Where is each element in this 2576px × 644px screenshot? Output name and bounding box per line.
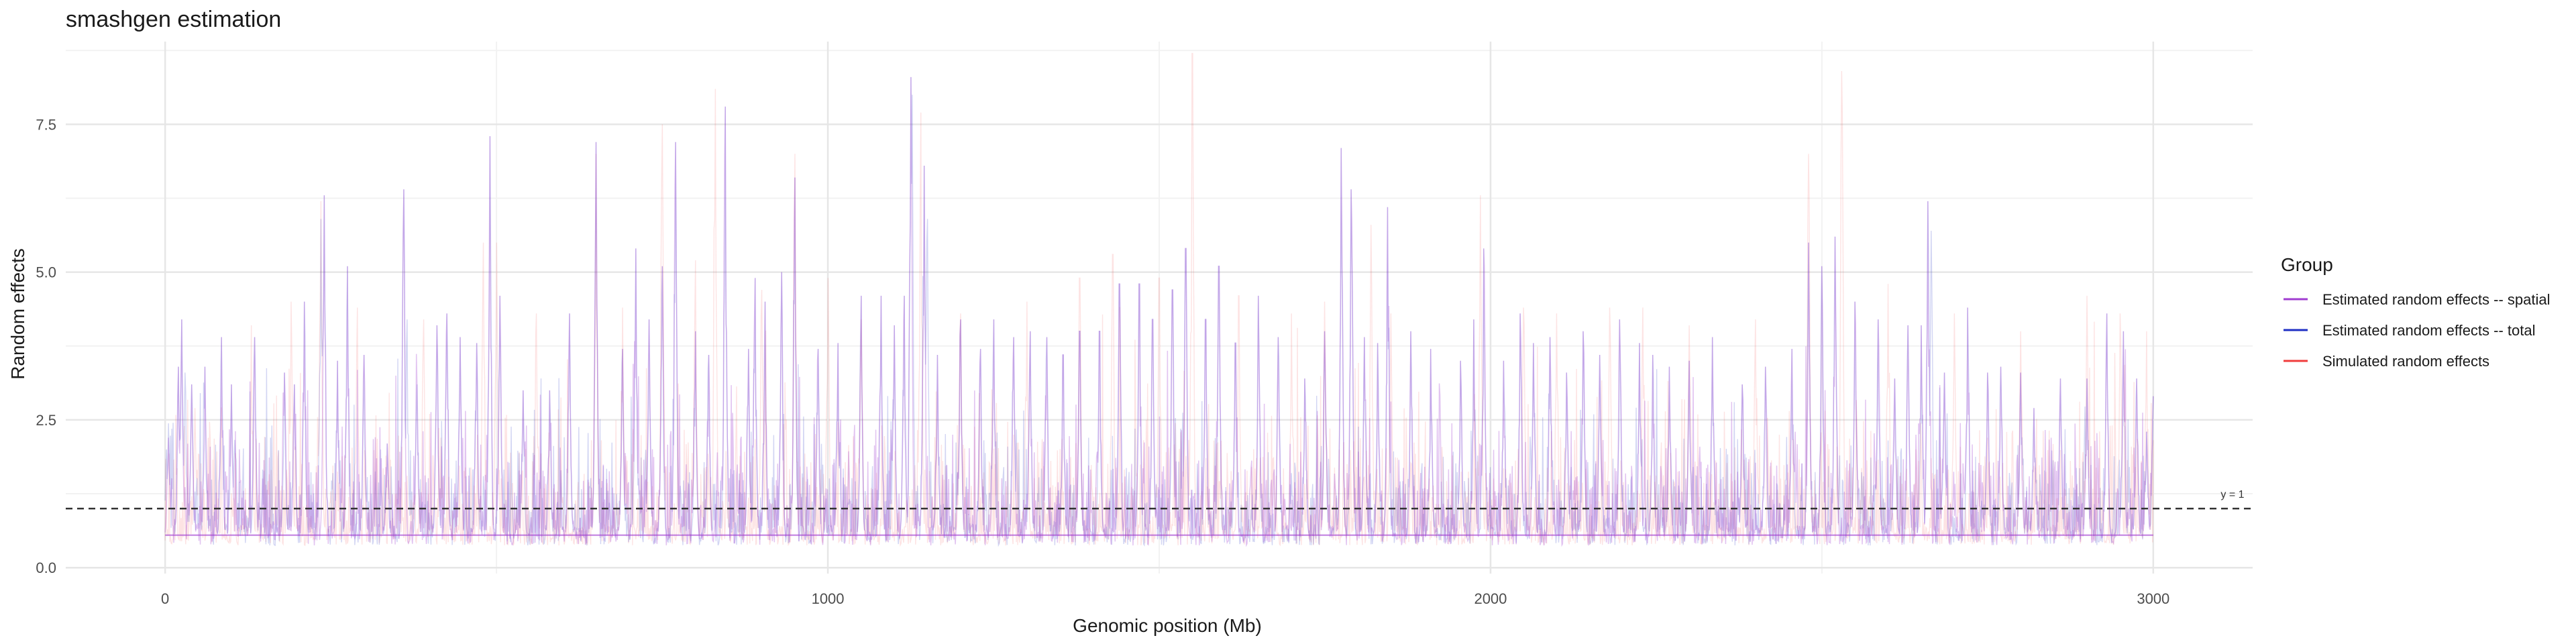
major-grid [66, 42, 2253, 574]
minor-grid [66, 42, 2253, 574]
reference-line-label: y = 1 [2220, 489, 2244, 500]
series-estimated-total [164, 76, 2154, 547]
x-tick-label: 2000 [1474, 590, 1507, 607]
x-tick-label: 3000 [2137, 590, 2169, 607]
legend-label-spatial: Estimated random effects -- spatial [2322, 291, 2551, 308]
y-axis-title: Random effects [7, 248, 28, 380]
series-estimated-spatial [164, 76, 2154, 547]
series-line-total [164, 76, 2154, 547]
x-axis-ticks: 0 1000 2000 3000 [161, 590, 2169, 607]
legend-item-simulated: Simulated random effects [2284, 353, 2489, 370]
x-tick-label: 1000 [812, 590, 845, 607]
legend-item-spatial: Estimated random effects -- spatial [2284, 291, 2551, 308]
y-tick-label: 0.0 [36, 559, 56, 576]
y-tick-label: 2.5 [36, 412, 56, 429]
chart-title: smashgen estimation [66, 7, 281, 32]
legend: Group Estimated random effects -- spatia… [2281, 254, 2551, 370]
x-axis-title: Genomic position (Mb) [1073, 615, 1262, 636]
legend-title: Group [2281, 254, 2333, 275]
series-line-simulated [164, 52, 2154, 547]
series-simulated-random-effects [164, 52, 2154, 547]
x-tick-label: 0 [161, 590, 169, 607]
legend-item-total: Estimated random effects -- total [2284, 322, 2536, 339]
legend-label-total: Estimated random effects -- total [2322, 322, 2536, 339]
plot-panel: y = 1 [66, 42, 2253, 574]
y-axis-ticks: 0.0 2.5 5.0 7.5 [36, 116, 56, 576]
series-line-spatial [164, 76, 2154, 547]
y-tick-label: 5.0 [36, 264, 56, 281]
legend-label-simulated: Simulated random effects [2322, 353, 2489, 370]
y-tick-label: 7.5 [36, 116, 56, 133]
